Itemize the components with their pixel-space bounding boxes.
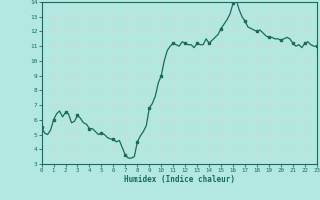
X-axis label: Humidex (Indice chaleur): Humidex (Indice chaleur): [124, 175, 235, 184]
